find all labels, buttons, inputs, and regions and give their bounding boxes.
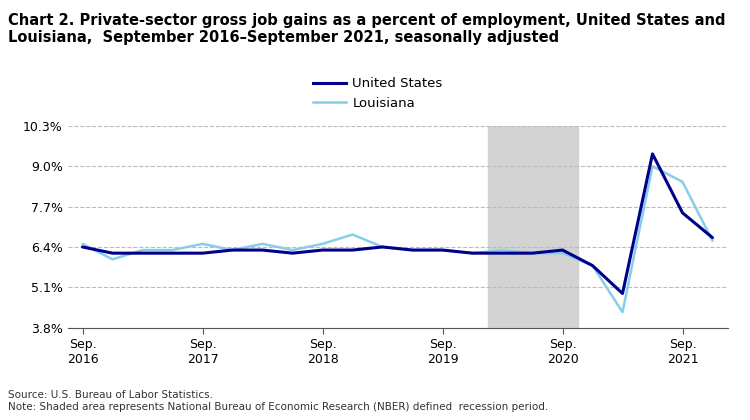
Legend: United States, Louisiana: United States, Louisiana (308, 72, 448, 115)
Text: Source: U.S. Bureau of Labor Statistics.
Note: Shaded area represents National B: Source: U.S. Bureau of Labor Statistics.… (8, 390, 548, 412)
Text: Chart 2. Private-sector gross job gains as a percent of employment, United State: Chart 2. Private-sector gross job gains … (8, 13, 725, 45)
Bar (488, 126, 578, 328)
